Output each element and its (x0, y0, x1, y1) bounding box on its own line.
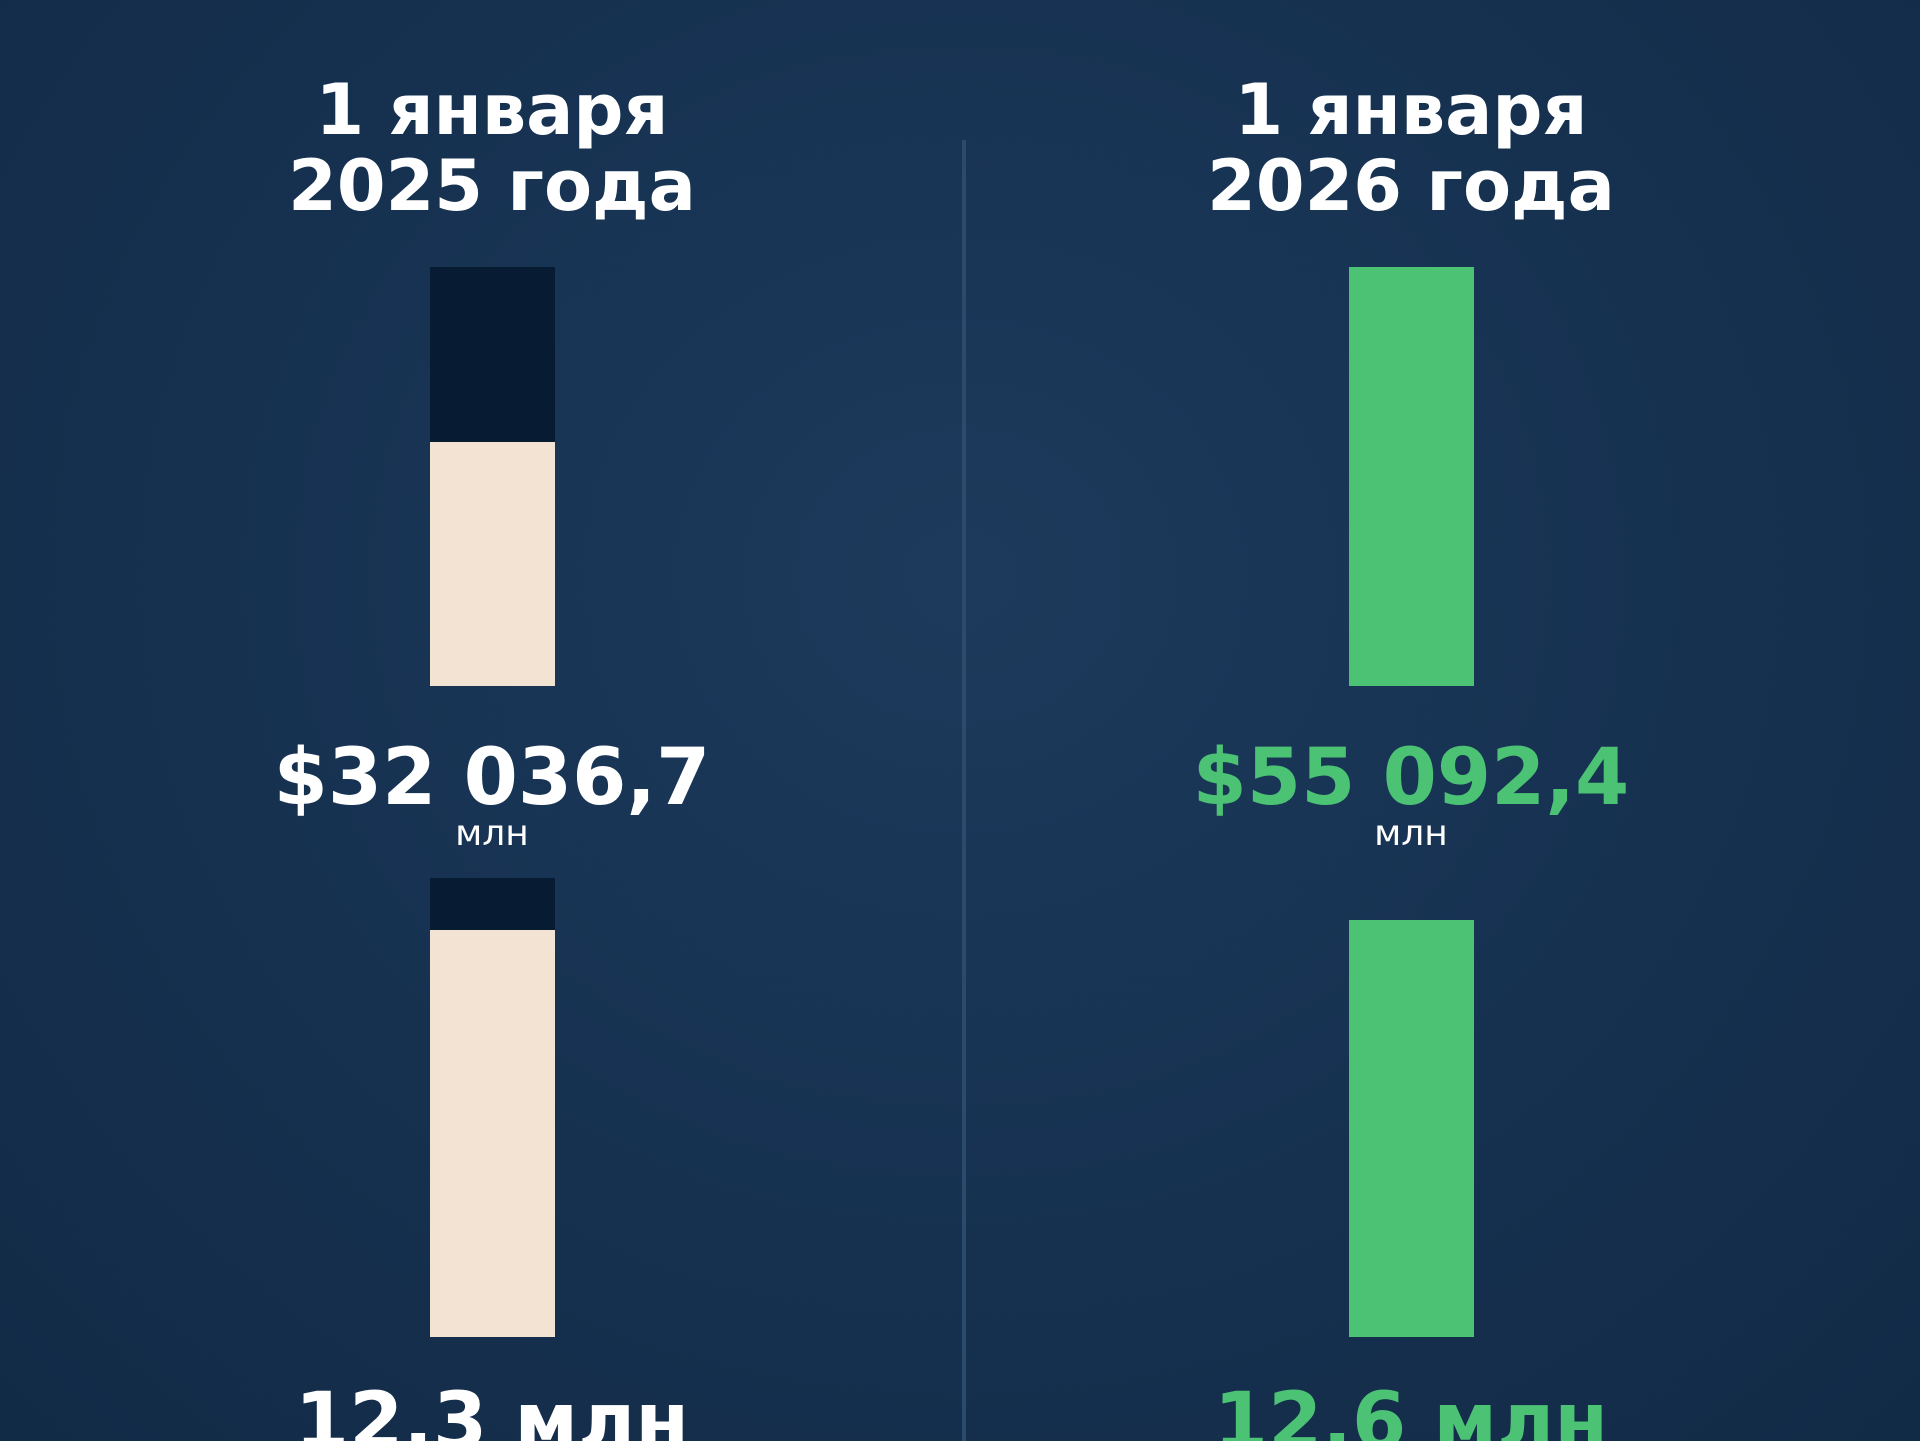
value-label: 12,6 млн (1213, 1377, 1609, 1441)
column-header: 1 января 2025 года (288, 69, 696, 227)
value-label: $55 092,4 (1192, 733, 1630, 823)
bar (1348, 919, 1474, 1337)
column-header: 1 января 2026 года (1207, 69, 1615, 227)
value-label: $32 036,7 (273, 733, 711, 823)
value-label: 12,3 млн (294, 1377, 690, 1441)
unit-label: млн (455, 813, 529, 854)
bar (1348, 267, 1474, 686)
unit-label: млн (1374, 813, 1448, 854)
bar (429, 929, 555, 1337)
bar (429, 442, 555, 686)
divider (962, 140, 966, 1441)
